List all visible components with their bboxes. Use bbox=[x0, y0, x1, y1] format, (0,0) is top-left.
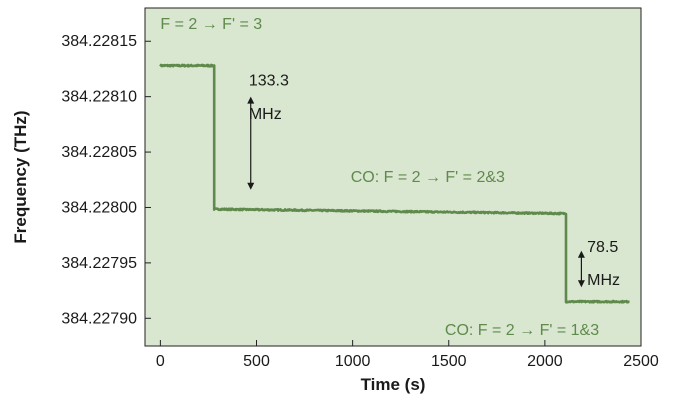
plot-frame bbox=[144, 7, 642, 347]
annotation-label-133: 133.3 bbox=[249, 73, 289, 90]
x-tick-label: 2500 bbox=[623, 353, 659, 370]
annotation-label-mhz1: MHz bbox=[249, 106, 282, 123]
x-axis-ticks: 0 500 1000 1500 2000 2500 bbox=[156, 340, 659, 370]
y-tick-label: 384.22800 bbox=[61, 199, 137, 216]
y-tick-label: 384.22795 bbox=[61, 255, 137, 272]
x-tick-label: 1000 bbox=[335, 353, 371, 370]
x-tick-label: 500 bbox=[243, 353, 270, 370]
x-tick-label: 2000 bbox=[527, 353, 563, 370]
annotation-label-f3: F = 2 → F' = 3 bbox=[160, 16, 262, 33]
arrow-layer bbox=[247, 96, 585, 288]
annotation-label-co23: CO: F = 2 → F' = 2&3 bbox=[351, 169, 505, 186]
measurement-arrow-0 bbox=[247, 96, 255, 190]
x-axis-title: Time (s) bbox=[361, 375, 426, 394]
y-tick-label: 384.22815 bbox=[61, 33, 137, 50]
y-axis-title: Frequency (THz) bbox=[11, 110, 30, 243]
x-tick-label: 0 bbox=[156, 353, 165, 370]
y-tick-label: 384.22790 bbox=[61, 310, 137, 327]
series-layer bbox=[159, 63, 631, 304]
annotation-layer: F = 2 → F' = 3 CO: F = 2 → F' = 2&3 CO: F … bbox=[160, 16, 620, 339]
x-tick-label: 1500 bbox=[431, 353, 467, 370]
series-line-0 bbox=[159, 63, 631, 304]
y-axis-ticks: 384.22790 384.22795 384.22800 384.22805 384.… bbox=[61, 33, 151, 327]
annotation-label-785: 78.5 bbox=[587, 239, 618, 256]
y-tick-label: 384.22810 bbox=[61, 89, 137, 106]
y-tick-label: 384.22805 bbox=[61, 144, 137, 161]
annotation-label-mhz2: MHz bbox=[587, 272, 620, 289]
plot-background bbox=[145, 8, 641, 346]
measurement-arrow-1 bbox=[577, 250, 585, 288]
annotation-label-co13: CO: F = 2 → F' = 1&3 bbox=[445, 322, 599, 339]
